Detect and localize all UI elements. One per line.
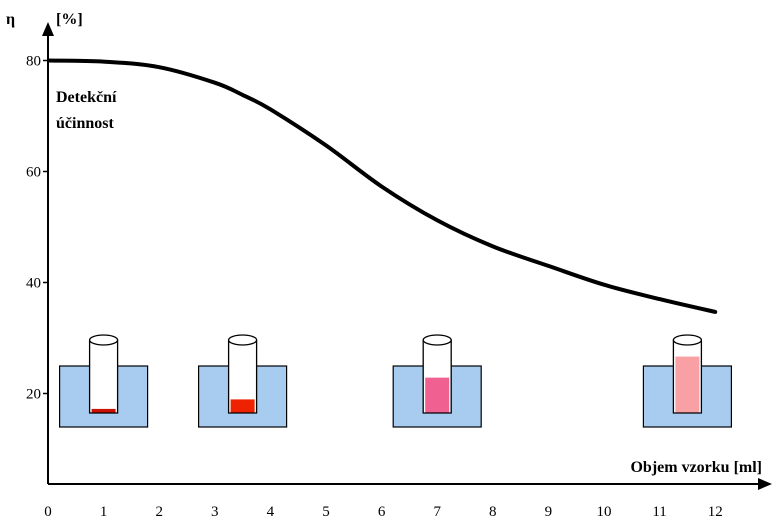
y-axis-symbol: η bbox=[6, 11, 15, 28]
x-tick-label: 0 bbox=[44, 504, 52, 520]
y-axis-unit: [%] bbox=[56, 11, 83, 28]
efficiency-curve bbox=[48, 58, 718, 314]
annotation-line-2: účinnost bbox=[56, 115, 114, 132]
x-tick-label: 12 bbox=[708, 504, 723, 520]
y-axis-arrow bbox=[42, 22, 54, 36]
sample-vial bbox=[227, 334, 258, 414]
y-tick-label: 60 bbox=[26, 165, 41, 181]
sample-liquid bbox=[91, 408, 116, 413]
y-tick-label: 40 bbox=[26, 276, 41, 292]
sample-liquid bbox=[425, 377, 450, 413]
x-tick-label: 3 bbox=[211, 504, 219, 520]
x-axis-arrow bbox=[758, 478, 772, 490]
x-tick-label: 11 bbox=[652, 504, 666, 520]
x-tick-label: 5 bbox=[322, 504, 330, 520]
annotation-line-1: Detekční bbox=[56, 89, 117, 106]
sample-vials bbox=[88, 334, 703, 414]
x-tick-label: 7 bbox=[433, 504, 441, 520]
x-tick-label: 6 bbox=[378, 504, 386, 520]
x-tick-label: 8 bbox=[489, 504, 497, 520]
x-ticks: 0 1 2 3 4 5 6 7 8 9 10 11 12 bbox=[44, 504, 722, 520]
vial-baths bbox=[58, 365, 733, 428]
x-axis-label: Objem vzorku [ml] bbox=[630, 459, 762, 476]
x-tick-label: 2 bbox=[155, 504, 163, 520]
y-ticks: 20 40 60 80 bbox=[26, 54, 48, 403]
y-tick-label: 80 bbox=[26, 54, 41, 70]
x-tick-label: 1 bbox=[100, 504, 108, 520]
sample-vial bbox=[88, 334, 119, 414]
x-tick-label: 9 bbox=[545, 504, 553, 520]
sample-vial bbox=[422, 334, 452, 414]
y-tick-label: 20 bbox=[26, 387, 41, 403]
sample-vial bbox=[672, 334, 703, 414]
sample-liquid bbox=[675, 356, 700, 413]
x-tick-label: 4 bbox=[267, 504, 275, 520]
sample-liquid bbox=[230, 399, 255, 413]
x-tick-label: 10 bbox=[597, 504, 612, 520]
